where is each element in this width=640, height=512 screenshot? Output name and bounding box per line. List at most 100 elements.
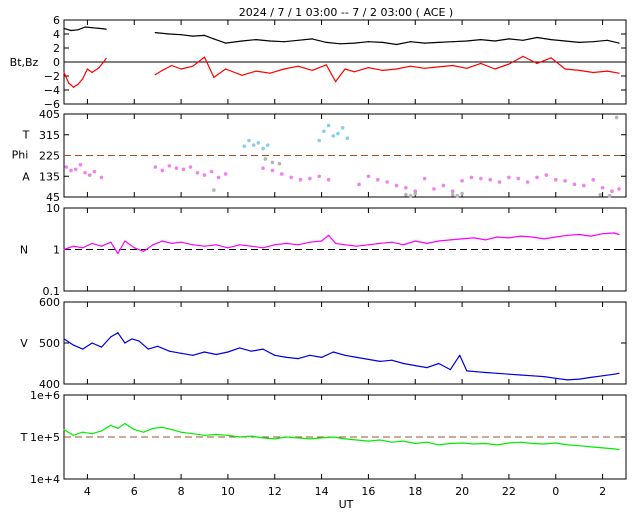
y-tick-label: 315 xyxy=(39,129,60,142)
data-point-temperature xyxy=(124,422,126,425)
x-tick-label: 20 xyxy=(455,485,469,498)
data-point-bz xyxy=(192,65,194,67)
data-point-density xyxy=(601,233,604,235)
data-point-bt xyxy=(224,42,227,44)
data-point-speed xyxy=(215,353,217,356)
data-point-bz xyxy=(180,68,182,70)
data-point-bz xyxy=(606,70,608,72)
data-point-phi xyxy=(99,175,104,180)
y-tick-label: 600 xyxy=(39,296,60,309)
data-point-bz xyxy=(98,67,100,69)
data-point-phi xyxy=(432,187,436,191)
data-point-speed xyxy=(438,362,440,365)
data-point-theta_phi xyxy=(326,123,331,128)
data-point-bz xyxy=(564,68,566,70)
data-point-bt xyxy=(452,41,454,43)
y-tick-label: −4 xyxy=(44,84,60,97)
data-point-bz xyxy=(536,62,538,64)
data-point-density xyxy=(328,234,330,236)
data-point-bz xyxy=(381,69,384,71)
data-point-speed xyxy=(138,340,140,342)
data-point-density xyxy=(566,234,569,236)
data-point-speed xyxy=(449,369,451,371)
data-point-density xyxy=(520,235,522,237)
data-point-density xyxy=(91,242,93,245)
data-point-bz xyxy=(72,86,74,88)
data-point-temperature xyxy=(285,436,288,438)
data-point-density xyxy=(297,244,299,246)
data-point-bt xyxy=(203,34,206,37)
data-point-speed xyxy=(192,354,194,356)
data-point-speed xyxy=(250,350,252,352)
data-point-bz xyxy=(77,83,79,85)
data-point-bt xyxy=(395,43,398,46)
data-point-density xyxy=(161,240,163,242)
data-point-bt xyxy=(91,27,93,29)
data-point-speed xyxy=(110,336,112,338)
data-point-bt xyxy=(63,27,65,29)
data-point-phi xyxy=(497,180,502,184)
x-tick-label: 2 xyxy=(599,485,606,498)
data-point-speed xyxy=(496,372,498,374)
data-point-temperature xyxy=(309,438,311,440)
data-point-density xyxy=(309,241,311,243)
data-point-temperature xyxy=(402,440,405,442)
data-point-temperature xyxy=(367,440,370,442)
data-point-density xyxy=(82,247,84,249)
data-point-temperature xyxy=(203,434,206,436)
data-point-phi xyxy=(188,165,193,169)
data-point-speed xyxy=(590,376,592,379)
data-point-bt xyxy=(311,38,313,40)
data-point-bz xyxy=(213,76,215,78)
data-point-phi xyxy=(223,172,228,176)
data-point-bz xyxy=(283,68,285,70)
data-point-temperature xyxy=(449,442,451,445)
data-point-bt xyxy=(241,40,243,42)
data-point-density xyxy=(203,245,206,247)
data-point-bz xyxy=(592,71,594,74)
x-tick-label: 22 xyxy=(502,485,516,498)
data-point-speed xyxy=(309,354,311,356)
data-point-speed xyxy=(459,354,461,356)
y-tick-label: 500 xyxy=(39,337,60,350)
data-point-temperature xyxy=(414,442,416,445)
data-point-gray_points xyxy=(212,188,216,192)
data-point-speed xyxy=(131,338,133,340)
data-point-temperature xyxy=(192,433,194,435)
data-point-bz xyxy=(82,78,84,80)
data-point-speed xyxy=(332,351,334,353)
data-point-temperature xyxy=(508,442,510,444)
data-point-phi xyxy=(289,175,293,180)
data-point-density xyxy=(192,244,194,246)
data-point-bt xyxy=(564,40,566,42)
data-point-bt xyxy=(297,39,299,41)
data-point-phi xyxy=(404,185,408,190)
data-point-density xyxy=(391,241,393,243)
data-point-bz xyxy=(353,71,355,73)
data-point-density xyxy=(426,242,428,245)
data-point-speed xyxy=(555,377,557,379)
data-point-density xyxy=(117,252,119,255)
data-point-speed xyxy=(367,358,370,360)
data-point-density xyxy=(180,241,182,243)
x-tick-label: 18 xyxy=(408,485,422,498)
data-point-theta_phi xyxy=(265,143,270,147)
data-point-density xyxy=(133,247,135,249)
data-point-temperature xyxy=(110,424,112,426)
data-point-bz xyxy=(335,81,337,83)
data-point-speed xyxy=(124,342,126,344)
data-point-density xyxy=(484,239,487,241)
data-point-phi xyxy=(261,166,265,170)
data-point-bt xyxy=(494,40,496,42)
data-point-density xyxy=(438,240,440,242)
data-point-phi xyxy=(600,185,605,190)
data-point-density xyxy=(613,232,615,234)
data-point-bt xyxy=(438,41,440,44)
data-point-gray_points xyxy=(607,194,612,198)
data-point-theta_phi xyxy=(345,136,350,141)
data-point-phi xyxy=(326,177,331,182)
data-point-phi xyxy=(73,167,78,172)
y-tick-label: 1e+6 xyxy=(30,389,60,402)
data-point-bt xyxy=(536,36,538,39)
y-tick-label: 2 xyxy=(53,42,60,55)
